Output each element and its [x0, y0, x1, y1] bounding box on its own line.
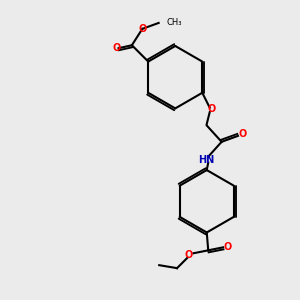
- Text: O: O: [185, 250, 193, 260]
- Text: CH₃: CH₃: [167, 18, 182, 27]
- Text: HN: HN: [199, 155, 215, 165]
- Text: O: O: [238, 129, 247, 140]
- Text: O: O: [138, 24, 146, 34]
- Text: O: O: [224, 242, 232, 252]
- Text: O: O: [113, 43, 121, 53]
- Text: O: O: [207, 104, 215, 114]
